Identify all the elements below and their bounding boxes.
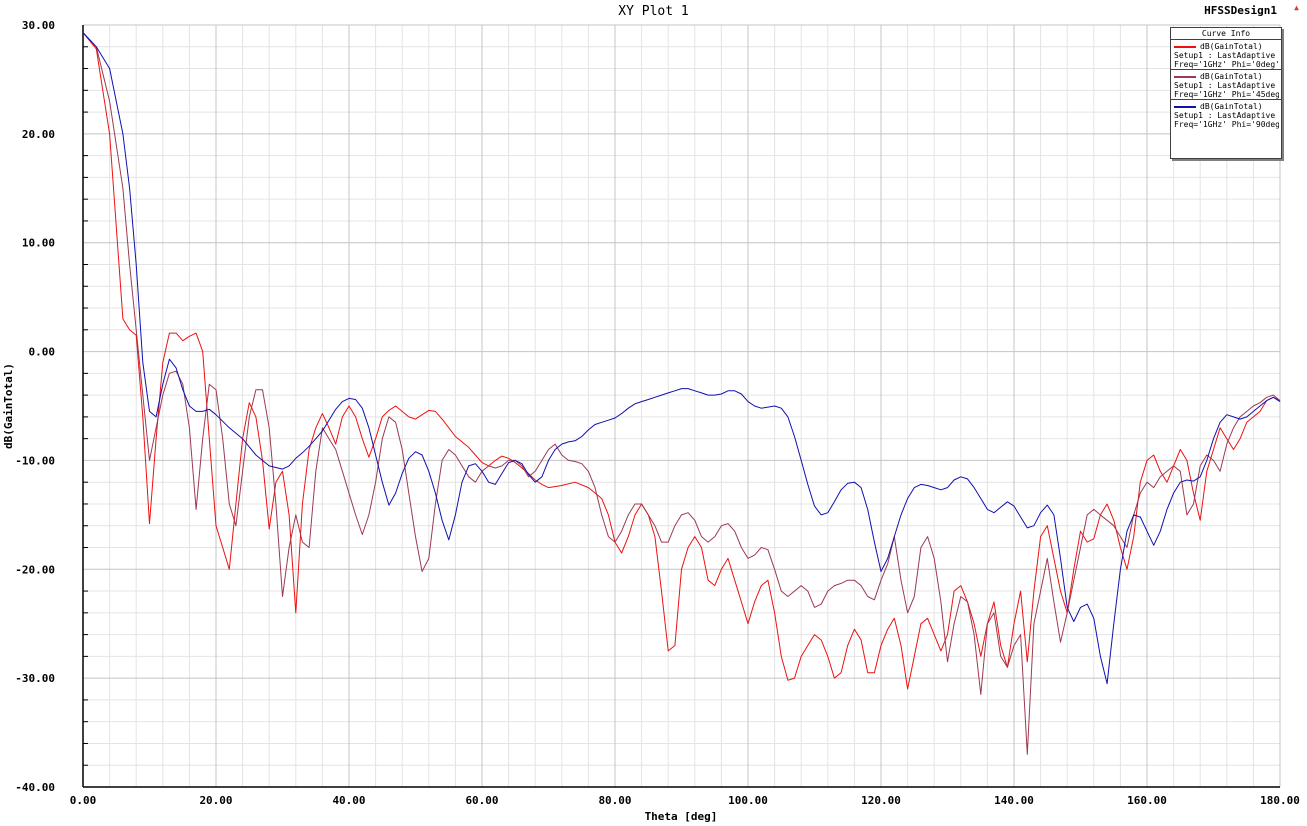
y-tick-label: 0.00 [29,346,56,359]
legend-freq: Freq='1GHz' Phi='90deg' [1174,120,1279,129]
y-tick-label: -20.00 [15,563,55,576]
x-tick-label: 40.00 [332,794,365,807]
y-tick-label: 30.00 [22,19,55,32]
legend-setup: Setup1 : LastAdaptive [1174,81,1276,90]
legend-freq: Freq='1GHz' Phi='45deg' [1174,90,1279,99]
series-line-phi90[interactable] [82,32,1281,685]
legend-curve-name: dB(GainTotal) [1200,102,1263,111]
plot-title: XY Plot 1 [618,4,689,19]
series-line-phi0[interactable] [82,32,1281,690]
x-tick-label: 120.00 [861,794,901,807]
legend-swatch-phi0 [1174,45,1196,48]
legend-curve-name: dB(GainTotal) [1200,42,1263,51]
x-tick-label: 80.00 [598,794,631,807]
x-tick-labels: 0.00 20.00 40.00 60.00 80.00 100.00 120.00 140.… [70,794,1300,807]
legend-header: Curve Info [1171,28,1281,40]
series-lines [82,32,1281,755]
legend-setup: Setup1 : LastAdaptive [1174,51,1276,60]
x-tick-label: 160.00 [1127,794,1167,807]
y-tick-label: 20.00 [22,128,55,141]
legend-entry-phi45[interactable]: dB(GainTotal) Setup1 : LastAdaptive Freq… [1171,70,1281,100]
grid-major-lines [82,24,1281,788]
legend-swatch-phi45 [1174,75,1196,78]
y-tick-label: -30.00 [15,672,55,685]
legend-swatch-phi90 [1174,105,1196,108]
x-tick-label: 140.00 [994,794,1034,807]
x-tick-label: 0.00 [70,794,97,807]
corner-triangle-icon[interactable]: ▲ [1294,3,1299,12]
y-tick-label: -40.00 [15,781,55,794]
x-axis-label: Theta [deg] [645,810,718,823]
curve-info-legend[interactable]: Curve Info dB(GainTotal) Setup1 : LastAd… [1170,27,1282,159]
grid-minor-lines [83,25,1280,787]
y-tick-label: 10.00 [22,237,55,250]
y-tick-labels: 30.00 20.00 10.00 0.00 -10.00 -20.00 -30.00 -40… [15,19,55,794]
y-axis-label: dB(GainTotal) [2,363,15,449]
legend-entry-phi90[interactable]: dB(GainTotal) Setup1 : LastAdaptive Freq… [1171,100,1281,130]
x-tick-label: 180.00 [1260,794,1300,807]
x-tick-label: 20.00 [199,794,232,807]
legend-freq: Freq='1GHz' Phi='0deg' [1174,60,1279,69]
y-tick-label: -10.00 [15,454,55,467]
design-name: HFSSDesign1 [1204,4,1277,17]
x-tick-label: 60.00 [465,794,498,807]
series-line-phi45[interactable] [82,32,1281,755]
plot-axes [82,25,1280,788]
legend-curve-name: dB(GainTotal) [1200,72,1263,81]
legend-entry-phi0[interactable]: dB(GainTotal) Setup1 : LastAdaptive Freq… [1171,40,1281,70]
legend-setup: Setup1 : LastAdaptive [1174,111,1276,120]
x-tick-label: 100.00 [728,794,768,807]
